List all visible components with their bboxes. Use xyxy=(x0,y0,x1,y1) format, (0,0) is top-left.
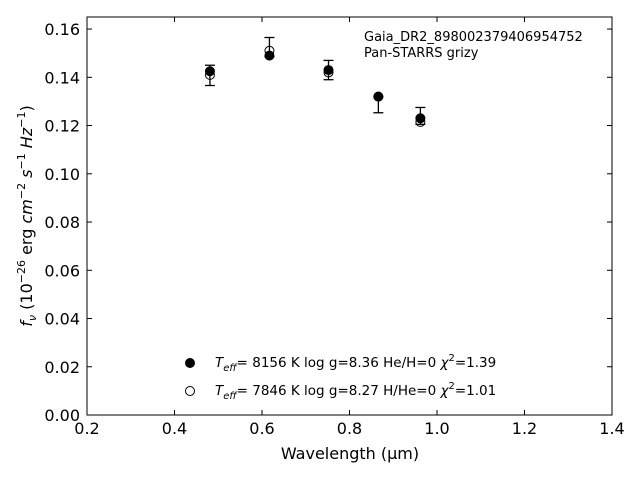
model-point-filled xyxy=(204,66,215,77)
model-point-open xyxy=(323,67,334,78)
y-tick-label: 0.10 xyxy=(44,165,80,184)
legend-label-1: Teff= 8156 K log g=8.36 He/H=0 χ2=1.39 xyxy=(215,353,496,374)
y-tick-label: 0.12 xyxy=(44,117,80,136)
x-tick-label: 0.2 xyxy=(74,419,99,438)
annotation-survey: Pan-STARRS grizy xyxy=(364,46,479,61)
x-tick-label: 1.2 xyxy=(512,419,537,438)
model-point-open xyxy=(415,116,426,127)
model-point-filled xyxy=(323,65,334,76)
x-tick-label: 1.4 xyxy=(599,419,624,438)
model-point-open xyxy=(204,69,215,80)
legend-marker-filled xyxy=(185,358,195,368)
x-tick-label: 0.8 xyxy=(337,419,362,438)
y-tick-label: 0.06 xyxy=(44,261,80,280)
legend-marker-open xyxy=(185,386,195,396)
x-tick-label: 1.0 xyxy=(424,419,449,438)
y-axis-title: fν (10−26 erg cm−2 s−1 Hz−1) xyxy=(15,105,39,326)
legend: Teff= 8156 K log g=8.36 He/H=0 χ2=1.39 T… xyxy=(185,353,496,402)
model-points xyxy=(204,45,426,127)
model-point-open xyxy=(264,45,275,56)
y-axis-ticks: 0.00 0.02 0.04 0.06 0.08 0.10 0.12 0.14 0.16 xyxy=(44,20,612,425)
y-tick-label: 0.00 xyxy=(44,406,80,425)
x-tick-label: 0.4 xyxy=(162,419,187,438)
annotation-source-id: Gaia_DR2_898002379406954752 xyxy=(364,30,583,45)
x-tick-label: 0.6 xyxy=(249,419,274,438)
legend-label-2: Teff= 7846 K log g=8.27 H/He=0 χ2=1.01 xyxy=(215,381,496,402)
model-point-filled xyxy=(415,113,426,124)
y-tick-label: 0.16 xyxy=(44,20,80,39)
x-axis-ticks: 0.2 0.4 0.6 0.8 1.0 1.2 1.4 xyxy=(74,17,625,438)
y-tick-label: 0.14 xyxy=(44,68,80,87)
y-tick-label: 0.02 xyxy=(44,358,80,377)
model-point-open xyxy=(373,91,384,102)
x-axis-title: Wavelength (μm) xyxy=(281,444,419,463)
y-tick-label: 0.08 xyxy=(44,213,80,232)
y-tick-label: 0.04 xyxy=(44,310,80,329)
